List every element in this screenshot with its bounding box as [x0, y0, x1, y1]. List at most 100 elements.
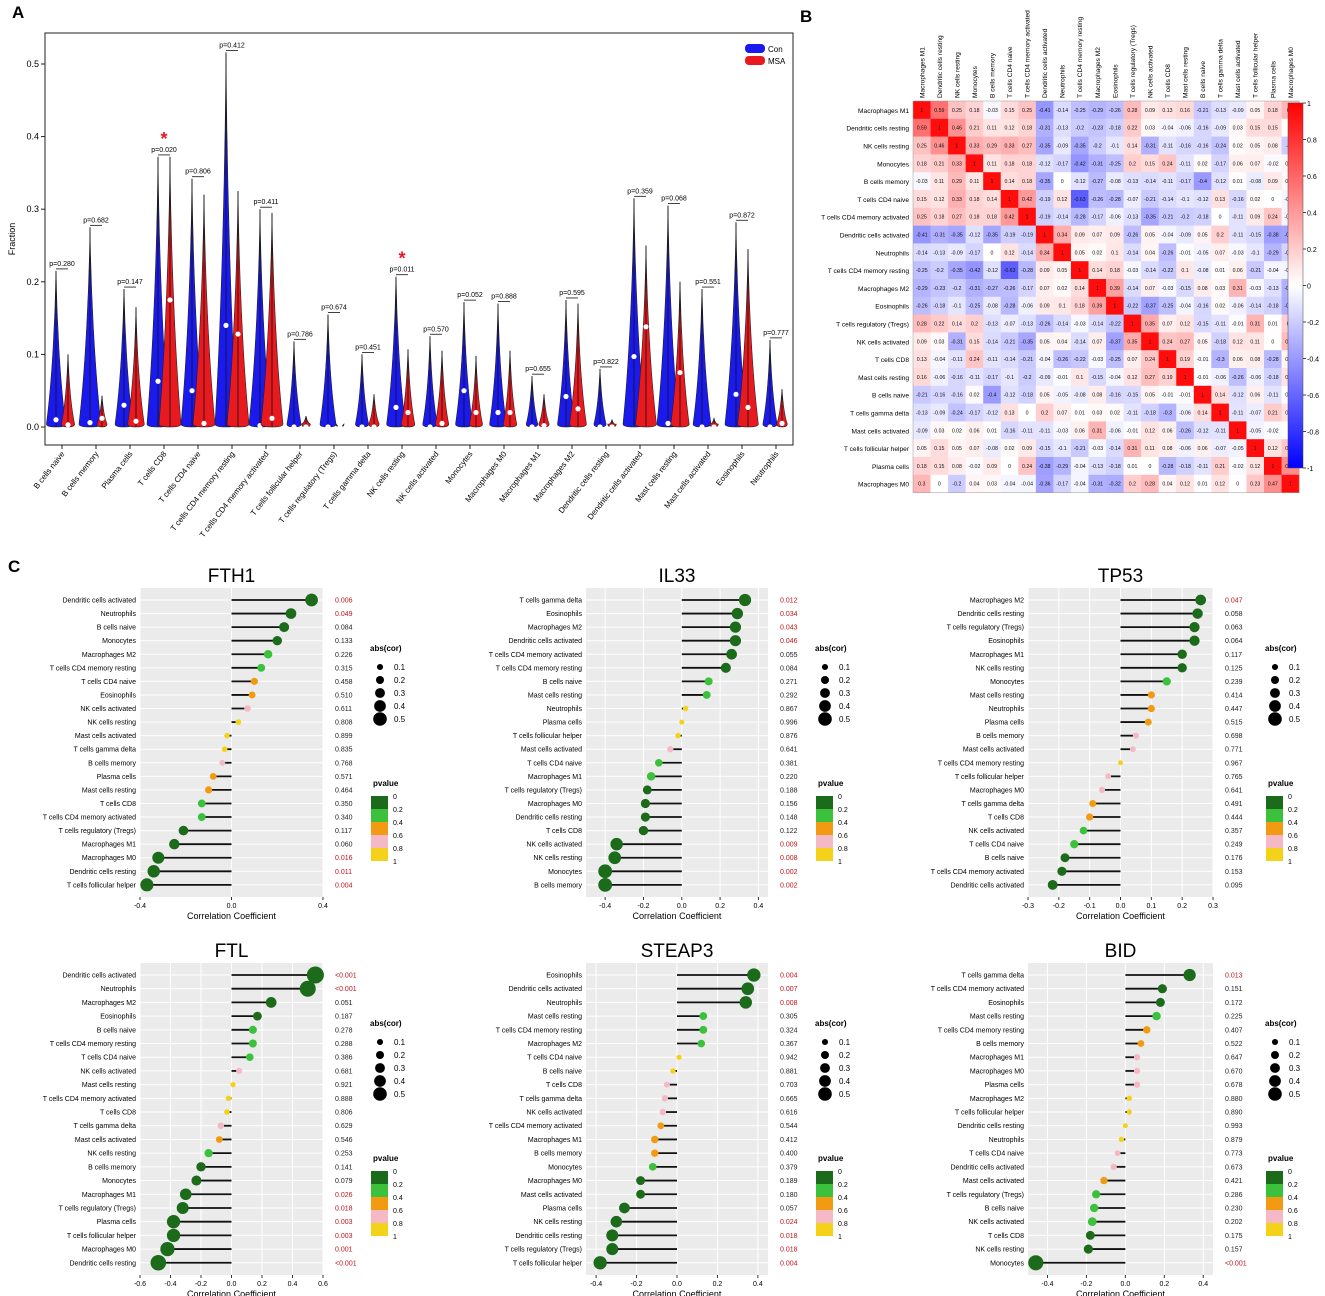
p-value-label: p=0.674 — [321, 304, 347, 311]
heatmap-cell — [1070, 474, 1089, 493]
cell-type-label: B cells memory — [534, 882, 582, 889]
x-tick-label: -0.2 — [1053, 903, 1065, 910]
p-value-text: 0.026 — [335, 1192, 353, 1199]
p-value-text: 0.004 — [780, 1260, 798, 1267]
lollipop-dot — [1098, 786, 1106, 794]
heatmap-cell — [1211, 279, 1230, 298]
heatmap-cell — [1035, 279, 1054, 298]
heatmap-cell-value: 0.59 — [934, 108, 944, 114]
heatmap-cell-value: 1 — [1026, 215, 1029, 221]
heatmap-cell-value: 0.33 — [1004, 144, 1014, 150]
heatmap-cell-value: -0.04 — [1179, 304, 1191, 310]
heatmap-cell — [930, 403, 949, 422]
size-legend-title: abs(cor) — [370, 1019, 402, 1028]
heatmap-cell — [1264, 118, 1282, 137]
heatmap-cell-value: -0.06 — [1214, 375, 1226, 381]
heatmap-cell — [1123, 350, 1142, 369]
cell-type-label: Macrophages M0 — [970, 787, 1024, 794]
cell-type-label: Macrophages M0 — [82, 855, 136, 862]
heatmap-cell — [1018, 101, 1037, 120]
heatmap-cell-value: -0.21 — [916, 393, 928, 399]
x-axis-label: Correlation Coefficient — [633, 911, 722, 921]
lollipop-dot — [1177, 663, 1187, 673]
color-legend-swatch — [1266, 822, 1283, 835]
heatmap-cell — [1035, 296, 1054, 315]
lollipop-dot — [606, 1229, 619, 1242]
cell-type-label: NK cells activated — [80, 1068, 136, 1075]
p-value-text: 0.018 — [780, 1247, 798, 1254]
color-legend-label: 0.2 — [838, 807, 848, 814]
p-value-text: 0.156 — [780, 801, 798, 808]
p-value-label: p=0.595 — [559, 290, 585, 297]
p-value-text: 0.008 — [780, 1000, 798, 1007]
heatmap-cell — [948, 457, 966, 476]
heatmap-cell — [1035, 403, 1054, 422]
heatmap-cell — [948, 190, 966, 209]
heatmap-cell-value: -0.11 — [1267, 393, 1279, 399]
p-value-text: 0.350 — [335, 801, 353, 808]
violin-msa-median — [779, 420, 785, 426]
p-value-label: p=0.068 — [661, 196, 687, 203]
heatmap-cell — [1228, 314, 1247, 333]
heatmap-cell — [965, 279, 984, 298]
size-legend-label: 0.2 — [1289, 1051, 1301, 1060]
heatmap-cell-value: -0.03 — [1162, 286, 1174, 292]
p-value-text: 0.340 — [335, 815, 353, 822]
cell-type-label: Monocytes — [102, 638, 136, 645]
color-legend-title: pvalue — [818, 1154, 844, 1163]
heatmap-cell-value: 1 — [1289, 482, 1292, 488]
heatmap-cell — [983, 243, 1002, 262]
cell-type-label: T cells CD8 — [100, 801, 136, 808]
p-value-text: 0.018 — [335, 1205, 353, 1212]
heatmap-cell — [913, 385, 931, 404]
heatmap-cell — [1246, 296, 1265, 315]
cell-type-label: Dendritic cells activated — [950, 1164, 1024, 1171]
p-value-text: 0.051 — [335, 1000, 353, 1007]
cell-type-label: NK cells activated — [526, 1110, 582, 1117]
heatmap-cell — [1000, 350, 1019, 369]
p-value-text: 0.890 — [1225, 1110, 1243, 1117]
heatmap-cell — [1211, 136, 1230, 155]
heatmap-cell-value: 0.18 — [917, 161, 927, 167]
heatmap-cell-value: -0.26 — [1126, 233, 1138, 239]
heatmap-cell-value: 0.14 — [952, 322, 962, 328]
heatmap-cell-value: 0.12 — [1145, 428, 1155, 434]
heatmap-cell-value: -0.01 — [1232, 322, 1244, 328]
x-tick-label: 0.0 — [227, 903, 237, 910]
heatmap-cell-value: 0.11 — [987, 161, 997, 167]
lollipop-dot — [160, 1241, 175, 1257]
heatmap-cell-value: 0.04 — [1057, 339, 1067, 345]
lollipop-dot — [1057, 866, 1067, 876]
heatmap-cell — [1158, 350, 1177, 369]
heatmap-cell — [913, 296, 931, 315]
heatmap-cell-value: 0.21 — [1215, 464, 1225, 470]
heatmap-cell-value: 0.2 — [971, 322, 978, 328]
heatmap-cell-value: -0.16 — [951, 393, 963, 399]
colorbar-tick-label: -0.4 — [1307, 357, 1319, 364]
color-legend-swatch — [816, 848, 833, 861]
heatmap-cell — [1070, 403, 1089, 422]
heatmap-cell — [1070, 154, 1089, 173]
heatmap-cell — [983, 421, 1002, 440]
heatmap-cell — [1106, 332, 1124, 351]
heatmap-cell — [1193, 136, 1212, 155]
p-value-text: 0.921 — [335, 1082, 353, 1089]
heatmap-cell — [1141, 314, 1159, 333]
p-value-text: 0.412 — [780, 1137, 798, 1144]
p-value-label: p=0.570 — [423, 326, 449, 333]
heatmap-cell-value: -0.1 — [1110, 144, 1119, 150]
heatmap-cell-value: -0.14 — [1126, 250, 1138, 256]
heatmap-cell — [1053, 457, 1072, 476]
p-value-text: 0.881 — [780, 1068, 798, 1075]
heatmap-cell — [948, 172, 966, 191]
color-legend-swatch — [371, 822, 388, 835]
cell-type-label: T cells CD4 memory resting — [496, 665, 582, 672]
size-legend-label: 0.1 — [1289, 663, 1301, 672]
color-legend-swatch — [371, 1210, 388, 1223]
x-tick-label: -0.2 — [631, 1281, 643, 1288]
heatmap-cell-value: -0.22 — [1109, 322, 1121, 328]
color-legend-swatch — [371, 1197, 388, 1210]
heatmap-col-label: Dendritic cells activated — [1042, 28, 1049, 98]
lollipop-dot — [197, 799, 206, 808]
